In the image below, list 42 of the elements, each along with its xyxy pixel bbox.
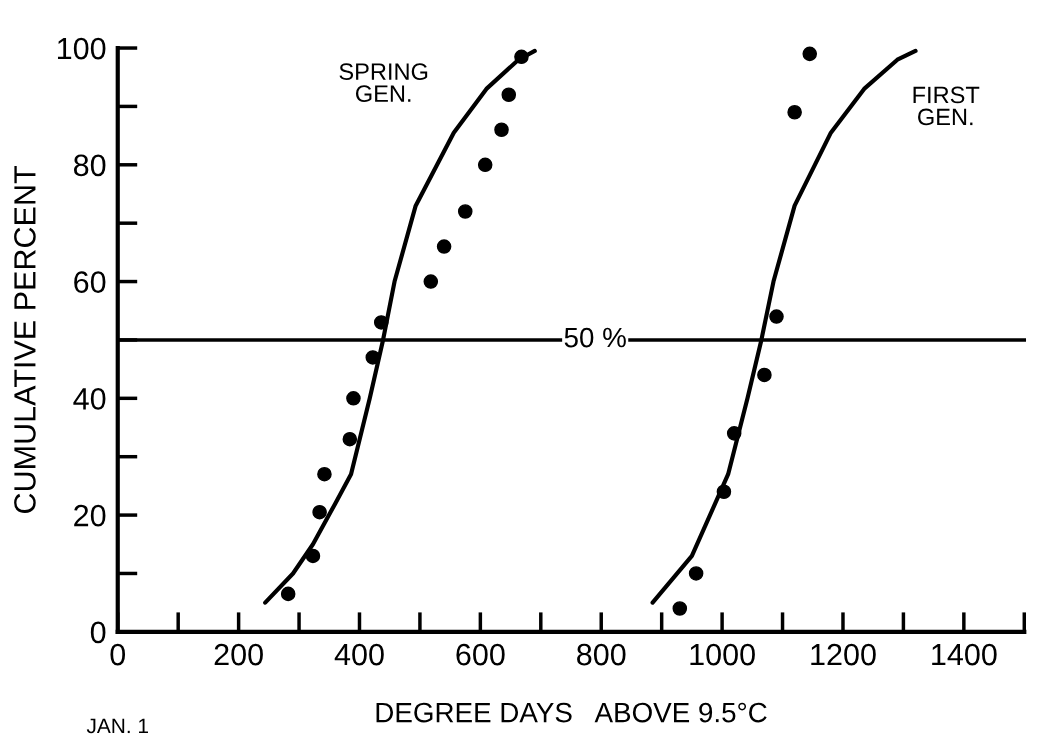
- point: [280, 586, 296, 602]
- x-tick-label: 1000: [690, 643, 755, 666]
- point: [787, 104, 802, 120]
- text: JAN. 1: [86, 718, 148, 734]
- point: [672, 601, 688, 616]
- x-tick-label: 800: [577, 643, 626, 666]
- y-axis-title: CUMULATIVE PERCENT: [14, 166, 36, 513]
- point: [477, 157, 493, 173]
- x-axis-title: DEGREE DAYS ABOVE 9.5°C: [376, 702, 767, 723]
- x-tick-label: 1200: [811, 643, 876, 666]
- x-tick-label: 200: [214, 643, 263, 666]
- x-tick-label: 400: [334, 643, 384, 666]
- point: [305, 548, 321, 564]
- x-tick-label: 600: [456, 643, 505, 666]
- point: [726, 426, 742, 441]
- ref-line-label: 50 %: [564, 327, 626, 348]
- y-tick-label: 40: [73, 388, 106, 410]
- y-tick-label: 60: [74, 271, 106, 293]
- y-tick-label: 80: [73, 154, 106, 177]
- series-label: FIRST GEN.: [913, 86, 980, 126]
- point: [769, 309, 784, 324]
- point: [716, 484, 732, 500]
- point: [494, 122, 509, 138]
- point: [342, 431, 358, 447]
- point: [802, 46, 818, 62]
- y-tick-label: 0: [90, 621, 106, 644]
- point: [457, 204, 473, 219]
- point: [514, 49, 529, 65]
- y-tick-label: 20: [74, 504, 106, 527]
- point: [312, 504, 327, 520]
- y-tick-label: 100: [57, 37, 106, 60]
- point: [757, 367, 772, 383]
- x-tick-label: 0: [110, 643, 126, 666]
- x-tick-label: 1400: [932, 643, 997, 666]
- point: [688, 566, 704, 581]
- point: [317, 466, 332, 482]
- series-label: SPRING GEN.: [339, 63, 428, 102]
- point: [501, 87, 517, 103]
- point: [423, 274, 439, 289]
- point: [346, 391, 361, 406]
- point: [436, 239, 452, 254]
- point: [373, 315, 389, 330]
